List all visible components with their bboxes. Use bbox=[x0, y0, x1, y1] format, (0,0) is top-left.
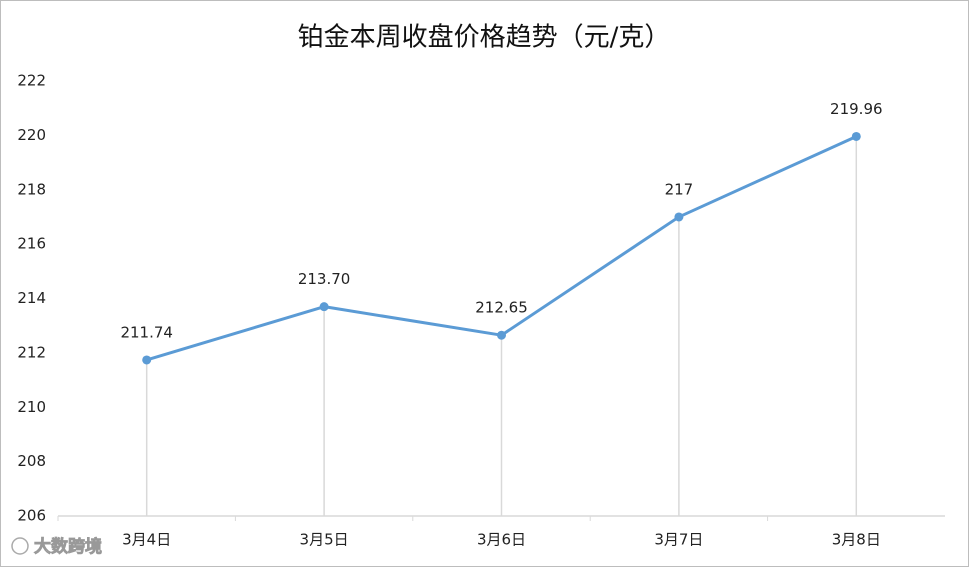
point bbox=[674, 212, 684, 222]
value-label: 212.65 bbox=[475, 299, 528, 317]
y-tick-label: 212 bbox=[17, 343, 46, 361]
point bbox=[497, 330, 506, 340]
y-tick-label: 206 bbox=[17, 507, 46, 525]
x-tick-label: 3月5日 bbox=[300, 531, 349, 549]
y-tick-label: 214 bbox=[17, 289, 46, 307]
x-tick-label: 3月6日 bbox=[477, 531, 526, 549]
y-tick-label: 210 bbox=[17, 398, 46, 416]
value-label: 213.70 bbox=[298, 270, 351, 288]
x-tick-label: 3月4日 bbox=[122, 531, 171, 549]
y-tick-label: 218 bbox=[17, 180, 46, 198]
chart-title: 铂金本周收盘价格趋势（元/克） bbox=[298, 23, 671, 53]
x-tick-label: 3月8日 bbox=[832, 531, 881, 549]
y-tick-label: 220 bbox=[17, 126, 46, 144]
point bbox=[851, 131, 861, 141]
point bbox=[142, 355, 152, 365]
watermark-icon bbox=[11, 537, 29, 555]
value-label: 219.96 bbox=[830, 100, 883, 118]
x-tick-label: 3月7日 bbox=[654, 531, 703, 549]
y-tick-label: 208 bbox=[17, 452, 46, 470]
value-label: 217 bbox=[665, 180, 694, 198]
value-label: 211.74 bbox=[120, 323, 173, 341]
y-tick-label: 222 bbox=[17, 72, 46, 90]
y-tick-label: 216 bbox=[17, 235, 46, 253]
point bbox=[319, 302, 329, 312]
watermark: 大数跨境 bbox=[34, 536, 102, 557]
